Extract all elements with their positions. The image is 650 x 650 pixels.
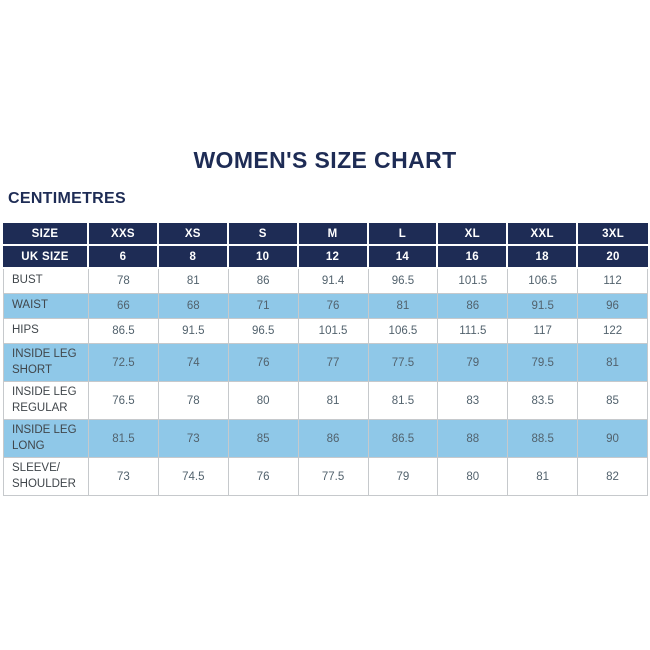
- header-value-cell: 16: [438, 246, 509, 269]
- unit-label: CENTIMETRES: [8, 190, 126, 207]
- value-cell: 106.5: [368, 319, 439, 344]
- page: WOMEN'S SIZE CHART CENTIMETRES SIZE XXS XS…: [3, 147, 648, 496]
- table-row: SLEEVE/ SHOULDER 73 74.5 76 77.5 79 80 81 82: [3, 458, 648, 496]
- value-cell: 86: [228, 269, 299, 294]
- value-cell: 86: [438, 294, 509, 319]
- table-row: BUST 78 81 86 91.4 96.5 101.5 106.5 112: [3, 269, 648, 294]
- header-value-cell: 14: [368, 246, 439, 269]
- header-value-cell: XXS: [89, 223, 159, 246]
- row-label: INSIDE LEG SHORT: [3, 344, 89, 382]
- value-cell: 77: [298, 344, 369, 382]
- value-cell: 122: [578, 319, 648, 344]
- value-cell: 76: [298, 294, 369, 319]
- header-value-cell: 18: [508, 246, 579, 269]
- row-label: INSIDE LEG LONG: [3, 420, 89, 458]
- value-cell: 112: [578, 269, 648, 294]
- value-cell: 88.5: [508, 420, 579, 458]
- value-cell: 80: [228, 382, 299, 420]
- row-label: BUST: [3, 269, 89, 294]
- row-label: HIPS: [3, 319, 89, 344]
- header-value-cell: 6: [89, 246, 159, 269]
- value-cell: 91.5: [508, 294, 579, 319]
- value-cell: 96: [578, 294, 648, 319]
- header-value-cell: 3XL: [578, 223, 648, 246]
- value-cell: 96.5: [368, 269, 439, 294]
- value-cell: 86.5: [89, 319, 159, 344]
- table-row: INSIDE LEG SHORT 72.5 74 76 77 77.5 79 79.5 81: [3, 344, 648, 382]
- value-cell: 85: [228, 420, 299, 458]
- table-row: HIPS 86.5 91.5 96.5 101.5 106.5 111.5 117 122: [3, 319, 648, 344]
- value-cell: 76: [228, 344, 299, 382]
- size-chart-table: SIZE XXS XS S M L XL XXL 3XL UK SIZE 6 8 10 12 14 16 18 2…: [3, 223, 648, 496]
- value-cell: 90: [578, 420, 648, 458]
- header-value-cell: 8: [158, 246, 229, 269]
- value-cell: 76: [228, 458, 299, 496]
- value-cell: 76.5: [89, 382, 159, 420]
- value-cell: 78: [158, 382, 229, 420]
- size-header-row: SIZE XXS XS S M L XL XXL 3XL: [3, 223, 648, 246]
- value-cell: 79: [438, 344, 509, 382]
- value-cell: 81: [578, 344, 648, 382]
- value-cell: 77.5: [368, 344, 439, 382]
- row-label: WAIST: [3, 294, 89, 319]
- table-row: WAIST 66 68 71 76 81 86 91.5 96: [3, 294, 648, 319]
- value-cell: 74.5: [158, 458, 229, 496]
- size-chart-body: SIZE XXS XS S M L XL XXL 3XL UK SIZE 6 8 10 12 14 16 18 2…: [3, 223, 648, 496]
- value-cell: 86: [298, 420, 369, 458]
- value-cell: 82: [578, 458, 648, 496]
- value-cell: 85: [578, 382, 648, 420]
- header-value-cell: XL: [438, 223, 509, 246]
- value-cell: 91.4: [298, 269, 369, 294]
- table-row: INSIDE LEG LONG 81.5 73 85 86 86.5 88 88.5 90: [3, 420, 648, 458]
- value-cell: 111.5: [438, 319, 509, 344]
- value-cell: 81: [158, 269, 229, 294]
- value-cell: 81: [508, 458, 579, 496]
- header-value-cell: 20: [578, 246, 648, 269]
- value-cell: 83.5: [508, 382, 579, 420]
- uk-size-header-row: UK SIZE 6 8 10 12 14 16 18 20: [3, 246, 648, 269]
- table-row: INSIDE LEG REGULAR 76.5 78 80 81 81.5 83 83.5 85: [3, 382, 648, 420]
- value-cell: 79: [368, 458, 439, 496]
- value-cell: 101.5: [438, 269, 509, 294]
- value-cell: 88: [438, 420, 509, 458]
- value-cell: 72.5: [89, 344, 159, 382]
- value-cell: 81.5: [368, 382, 439, 420]
- value-cell: 81: [298, 382, 369, 420]
- value-cell: 78: [89, 269, 159, 294]
- header-value-cell: XS: [158, 223, 229, 246]
- header-label-cell: SIZE: [3, 223, 89, 246]
- page-title: WOMEN'S SIZE CHART: [193, 147, 457, 173]
- header-value-cell: XXL: [508, 223, 579, 246]
- value-cell: 74: [158, 344, 229, 382]
- header-value-cell: 12: [298, 246, 369, 269]
- value-cell: 117: [508, 319, 579, 344]
- value-cell: 68: [158, 294, 229, 319]
- header-value-cell: 10: [228, 246, 299, 269]
- value-cell: 81.5: [89, 420, 159, 458]
- row-label: SLEEVE/ SHOULDER: [3, 458, 89, 496]
- row-label: INSIDE LEG REGULAR: [3, 382, 89, 420]
- value-cell: 106.5: [508, 269, 579, 294]
- value-cell: 80: [438, 458, 509, 496]
- value-cell: 73: [89, 458, 159, 496]
- value-cell: 91.5: [158, 319, 229, 344]
- value-cell: 79.5: [508, 344, 579, 382]
- value-cell: 81: [368, 294, 439, 319]
- value-cell: 71: [228, 294, 299, 319]
- value-cell: 77.5: [298, 458, 369, 496]
- header-value-cell: M: [298, 223, 369, 246]
- header-label-cell: UK SIZE: [3, 246, 89, 269]
- value-cell: 96.5: [228, 319, 299, 344]
- value-cell: 86.5: [368, 420, 439, 458]
- value-cell: 73: [158, 420, 229, 458]
- value-cell: 66: [89, 294, 159, 319]
- value-cell: 83: [438, 382, 509, 420]
- header-value-cell: S: [228, 223, 299, 246]
- header-value-cell: L: [368, 223, 439, 246]
- value-cell: 101.5: [298, 319, 369, 344]
